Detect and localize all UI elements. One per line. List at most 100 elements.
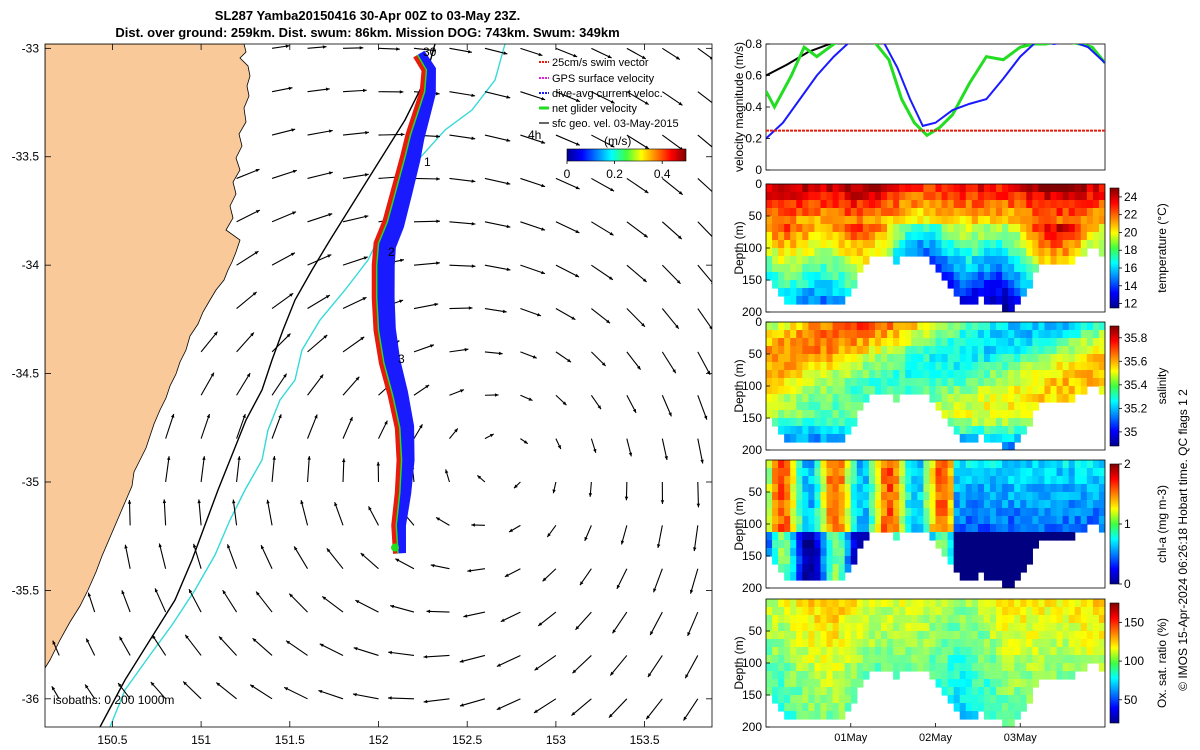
section-cell <box>1080 647 1088 656</box>
section-cell <box>1032 224 1040 233</box>
geo-arrow-shaft <box>390 605 415 613</box>
section-cell <box>874 338 882 347</box>
section-cell <box>850 184 858 193</box>
section-cell <box>965 468 973 477</box>
section-cell <box>1014 208 1021 217</box>
section-cell <box>947 492 955 501</box>
section-cell <box>844 330 852 339</box>
section-cell <box>977 607 985 616</box>
chart-title: SL287 Yamba20150416 30-Apr 00Z to 03-May… <box>214 8 521 23</box>
section-cell <box>862 256 870 265</box>
section-cell <box>996 386 1003 395</box>
section-cell <box>1026 468 1033 477</box>
section-cell <box>1008 524 1015 533</box>
section-cell <box>1002 615 1009 624</box>
geo-arrow-head <box>506 224 511 229</box>
section-cell <box>1080 346 1088 355</box>
section-cell <box>784 330 791 339</box>
section-cell <box>983 410 991 419</box>
section-cell <box>983 216 991 225</box>
section-cell <box>1080 184 1088 193</box>
section-cell <box>844 410 852 419</box>
section-cell <box>874 362 882 371</box>
section-cell <box>1026 338 1033 347</box>
geo-arrow-head <box>612 629 616 634</box>
section-cell <box>838 354 846 363</box>
section-cell <box>1008 671 1015 680</box>
section-cell <box>947 208 955 217</box>
geo-arrow-head <box>677 235 682 240</box>
section-cell <box>1074 232 1082 241</box>
section-cell <box>850 394 858 403</box>
section-cell <box>983 655 991 664</box>
section-cell <box>1050 500 1058 509</box>
section-cell <box>959 378 967 387</box>
section-cell <box>808 346 816 355</box>
section-cell <box>1086 655 1094 664</box>
section-cell <box>935 492 943 501</box>
section-cell <box>796 402 803 411</box>
section-cell <box>887 200 894 209</box>
section-cell <box>959 192 967 201</box>
section-cell <box>989 476 997 485</box>
geo-arrow-shaft <box>555 221 580 234</box>
section-cell <box>790 607 797 616</box>
section-cell <box>778 256 785 265</box>
section-cell <box>1062 338 1070 347</box>
section-cell <box>790 240 797 249</box>
section-cell <box>965 492 973 501</box>
section-cell <box>1002 362 1009 371</box>
section-cell <box>983 386 991 395</box>
geo-arrow-shaft <box>165 413 175 439</box>
section-cell <box>911 631 918 640</box>
section-cell <box>1002 248 1009 257</box>
section-cell <box>790 524 797 533</box>
geo-arrow-shaft <box>662 91 683 106</box>
section-cell <box>935 240 943 249</box>
section-cell <box>784 695 791 704</box>
section-cell <box>814 524 822 533</box>
day-label-4h: 4h <box>528 128 541 142</box>
section-cell <box>874 370 882 379</box>
land-mass <box>45 44 251 669</box>
section-cell <box>766 679 773 688</box>
section-cell <box>778 508 785 517</box>
section-cell <box>971 508 979 517</box>
section-cell <box>929 460 937 469</box>
section-cell <box>965 663 973 672</box>
section-cell <box>868 208 876 217</box>
section-cell <box>965 322 973 331</box>
geo-arrow-head <box>636 365 641 370</box>
section-cell <box>820 248 828 257</box>
section-cell <box>971 623 979 632</box>
geo-arrow-head <box>575 273 580 277</box>
section-cell <box>893 639 900 648</box>
section-cell <box>832 695 840 704</box>
geo-arrow-head <box>471 264 476 268</box>
section-cell <box>983 623 991 632</box>
section-cell <box>899 184 906 193</box>
section-cell <box>832 378 840 387</box>
velocity-ytick-label: 0.2 <box>745 132 762 146</box>
section-cell <box>996 346 1003 355</box>
section-cell <box>874 655 882 664</box>
section-cell <box>814 615 822 624</box>
section-cell <box>911 623 918 632</box>
section-cell <box>1008 208 1015 217</box>
section-cell <box>1050 386 1058 395</box>
section-cell <box>826 599 834 608</box>
section-cell <box>1092 639 1100 648</box>
section-cell <box>1026 460 1033 469</box>
section-cell <box>989 540 997 549</box>
section-cell <box>838 232 846 241</box>
section-cell <box>796 500 803 509</box>
section-cell <box>1098 248 1105 257</box>
section-cell <box>941 264 949 273</box>
geo-arrow-head <box>158 543 162 548</box>
section-cell <box>996 402 1003 411</box>
section-cell <box>959 556 967 565</box>
legend-geo: sfc geo. vel. 03-May-2015 <box>552 118 679 130</box>
section-cell <box>1020 280 1027 289</box>
section-cell <box>1074 208 1082 217</box>
section-cell <box>929 524 937 533</box>
